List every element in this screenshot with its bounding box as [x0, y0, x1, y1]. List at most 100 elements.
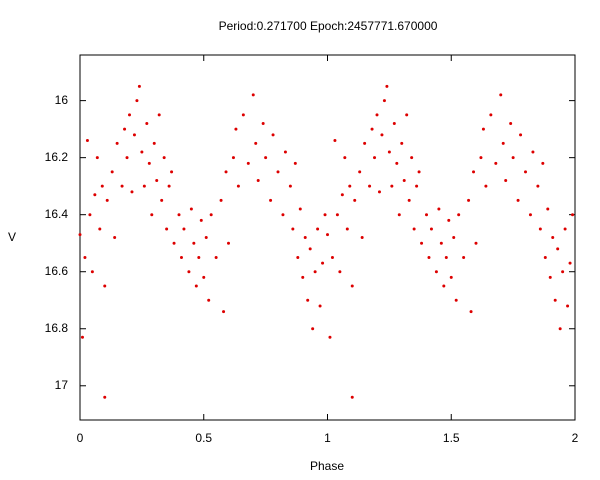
data-point — [519, 133, 523, 137]
data-point — [501, 141, 505, 145]
data-point — [291, 227, 295, 231]
data-point — [281, 213, 285, 217]
data-point — [556, 247, 560, 251]
data-point — [415, 184, 419, 188]
data-point — [330, 255, 334, 259]
data-point — [303, 236, 307, 239]
data-point — [402, 178, 406, 182]
data-point — [434, 270, 438, 274]
data-point — [387, 150, 391, 154]
data-point — [177, 213, 181, 217]
x-tick-label: 1.5 — [443, 431, 460, 445]
data-point — [271, 133, 275, 137]
y-tick-label: 16.4 — [45, 207, 69, 221]
data-point — [481, 127, 485, 131]
data-point — [447, 218, 451, 222]
data-point — [338, 270, 342, 274]
data-point — [457, 213, 461, 217]
data-point — [90, 270, 94, 274]
data-point — [420, 241, 424, 245]
data-point — [241, 113, 245, 117]
data-point — [160, 198, 164, 202]
data-point — [128, 113, 131, 117]
data-point — [261, 121, 265, 125]
y-tick-label: 17 — [55, 378, 69, 392]
data-point — [301, 275, 305, 279]
data-point — [120, 184, 124, 188]
data-point — [283, 150, 287, 154]
data-point — [390, 184, 394, 188]
data-point — [187, 270, 191, 274]
data-point — [407, 198, 411, 202]
data-point — [543, 255, 547, 259]
data-point — [157, 113, 161, 117]
data-point — [103, 395, 107, 399]
data-point — [373, 156, 377, 160]
data-point — [308, 247, 312, 251]
data-point — [350, 284, 354, 288]
x-tick-label: 0 — [77, 431, 84, 445]
data-point — [444, 255, 448, 259]
data-point — [469, 310, 473, 314]
data-point — [516, 198, 520, 202]
data-point — [524, 170, 527, 174]
data-point — [333, 139, 337, 143]
data-point — [155, 178, 159, 182]
data-point — [326, 233, 329, 237]
data-point — [182, 227, 186, 231]
data-point — [313, 270, 317, 274]
data-point — [335, 213, 339, 217]
y-tick-label: 16.6 — [45, 264, 69, 278]
data-point — [179, 255, 183, 259]
data-point — [392, 121, 396, 125]
data-point — [98, 227, 102, 231]
data-point — [454, 298, 458, 302]
data-point — [234, 127, 238, 131]
data-point — [189, 207, 193, 211]
data-point — [439, 241, 443, 245]
data-point — [123, 127, 127, 131]
data-point — [142, 184, 146, 188]
data-point — [296, 255, 300, 259]
data-point — [288, 184, 292, 188]
data-point — [504, 178, 508, 182]
data-point — [370, 127, 374, 131]
data-point — [360, 236, 364, 239]
data-point — [207, 298, 211, 302]
data-point — [269, 198, 273, 202]
data-point — [410, 156, 414, 160]
x-tick-label: 0.5 — [195, 431, 212, 445]
data-point — [214, 255, 218, 259]
data-point — [427, 255, 431, 259]
data-point — [251, 93, 255, 97]
data-point — [412, 227, 416, 231]
data-point — [140, 150, 144, 154]
data-point — [429, 227, 433, 231]
data-point — [363, 141, 367, 145]
data-point — [449, 275, 453, 279]
data-point — [103, 284, 107, 288]
data-point — [202, 275, 206, 279]
data-point — [110, 170, 114, 174]
data-point — [425, 213, 428, 217]
data-point — [345, 227, 349, 231]
data-point — [135, 99, 139, 103]
data-point — [531, 150, 535, 154]
data-point — [222, 310, 226, 314]
data-point — [467, 198, 471, 202]
data-point — [375, 113, 379, 117]
data-point — [571, 213, 575, 217]
data-point — [548, 275, 552, 279]
data-point — [472, 170, 476, 174]
data-point — [293, 161, 297, 165]
data-point — [328, 335, 332, 339]
data-point — [546, 207, 550, 211]
data-point — [474, 241, 478, 245]
data-point — [204, 236, 208, 239]
data-point — [323, 213, 327, 217]
data-point — [494, 161, 498, 165]
y-tick-label: 16 — [55, 93, 69, 107]
plot-frame — [79, 54, 576, 421]
data-point — [316, 227, 320, 231]
data-point — [499, 93, 503, 97]
